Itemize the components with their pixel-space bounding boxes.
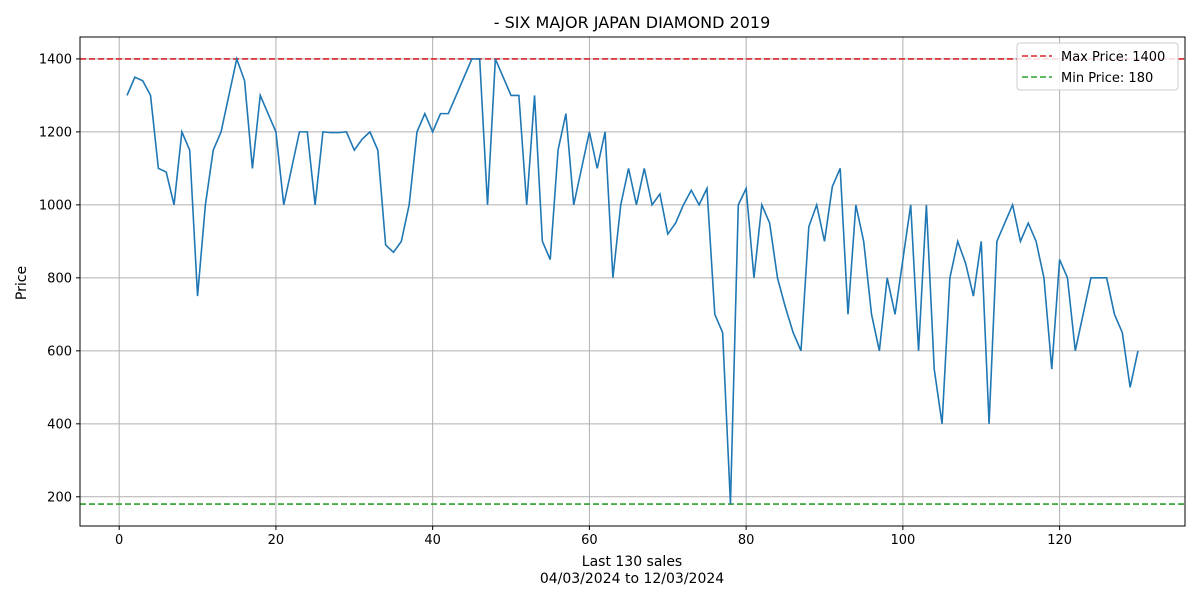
y-tick-label: 800: [47, 271, 72, 286]
y-tick-label: 400: [47, 417, 72, 432]
chart-title: - SIX MAJOR JAPAN DIAMOND 2019: [494, 13, 771, 32]
legend-max-label: Max Price: 1400: [1061, 50, 1165, 65]
x-tick-label: 120: [1047, 533, 1072, 548]
price-series-line: [126, 55, 1139, 505]
x-tick-label: 0: [115, 533, 123, 548]
x-tick-label: 20: [268, 533, 285, 548]
legend-box: [1016, 42, 1179, 91]
y-tick-label: 1400: [39, 52, 72, 67]
legend: Max Price: 1400 Min Price: 180: [1016, 42, 1179, 91]
y-tick-label: 1200: [39, 125, 72, 140]
x-tick-label: 100: [890, 533, 915, 548]
y-tick-label: 1000: [39, 198, 72, 213]
x-tick-label: 80: [738, 533, 755, 548]
y-tick-label: 600: [47, 344, 72, 359]
x-axis-label: Last 130 sales: [582, 554, 682, 570]
reference-lines: [80, 58, 1185, 505]
x-tick-label: 40: [424, 533, 441, 548]
y-axis-label: Price: [14, 266, 30, 300]
y-tick-label: 200: [47, 490, 72, 505]
y-axis-ticks: 200 400 600 800 1000 1200 1400: [39, 52, 80, 505]
legend-min-label: Min Price: 180: [1061, 71, 1153, 86]
x-axis-ticks: 0 20 40 60 80 100 120: [115, 526, 1072, 548]
plot-frame: [79, 36, 1186, 527]
x-axis-date-range: 04/03/2024 to 12/03/2024: [540, 571, 724, 587]
x-tick-label: 60: [581, 533, 598, 548]
